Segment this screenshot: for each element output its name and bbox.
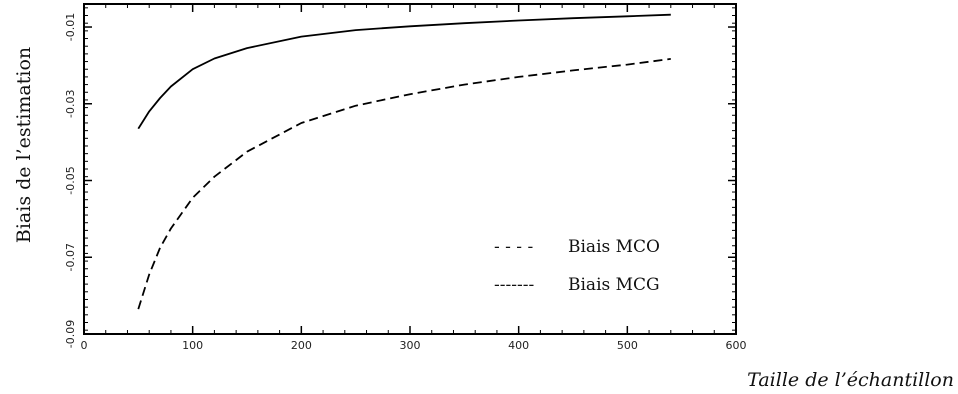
x-axis-ticks: 0 100 200 300 400 500 600 — [81, 4, 747, 352]
legend-label-mcg: Biais MCG — [568, 275, 660, 295]
y-tick-label: -0.01 — [64, 13, 77, 41]
y-tick-label: -0.07 — [64, 243, 77, 271]
x-tick-label: 400 — [508, 339, 529, 352]
y-axis-ticks: -0.09 -0.07 -0.05 -0.03 -0.01 — [64, 7, 736, 348]
y-axis-title: Biais de l’estimation — [13, 47, 35, 243]
series-layer — [137, 13, 671, 310]
plot-area — [83, 3, 737, 335]
x-tick-label: 100 — [182, 339, 203, 352]
legend-sample-mcg: ------- — [494, 275, 534, 295]
legend: - - - - Biais MCO ------- Biais MCG — [494, 237, 660, 295]
x-axis-title: Taille de l’échantillon — [747, 369, 954, 391]
legend-sample-mco: - - - - — [494, 237, 533, 257]
x-tick-label: 0 — [81, 339, 88, 352]
x-tick-label: 200 — [291, 339, 312, 352]
x-tick-label: 600 — [726, 339, 747, 352]
legend-label-mco: Biais MCO — [568, 237, 660, 257]
y-tick-label: -0.05 — [64, 166, 77, 194]
y-tick-label: -0.03 — [64, 90, 77, 118]
series-line-solid — [137, 13, 671, 130]
x-tick-label: 500 — [617, 339, 638, 352]
series-line-dashed — [137, 58, 671, 310]
y-tick-label: -0.09 — [64, 320, 77, 348]
x-tick-label: 300 — [400, 339, 421, 352]
